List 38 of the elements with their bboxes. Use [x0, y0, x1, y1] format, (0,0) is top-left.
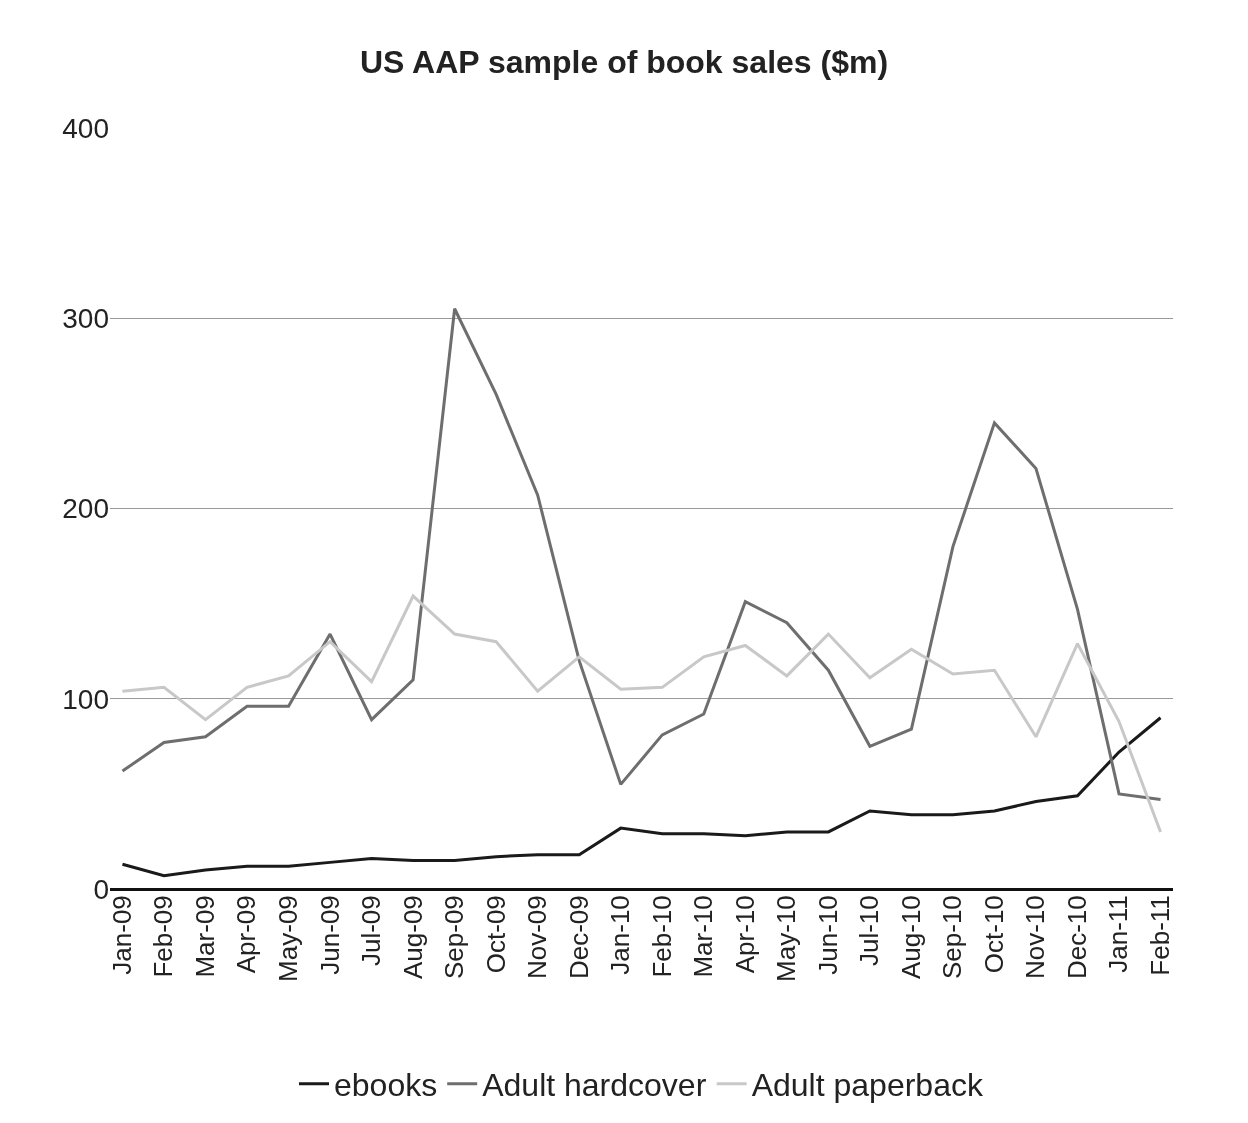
y-tick-label: 0 [93, 873, 109, 905]
x-tick-label: Dec-09 [563, 895, 594, 980]
x-tick-label: May-09 [273, 895, 303, 982]
y-tick-label: 200 [62, 493, 109, 525]
legend-label: Adult paperback [751, 1067, 984, 1104]
x-tick-label: Oct-09 [480, 895, 511, 974]
x-tick-label: Apr-09 [231, 895, 262, 974]
chart-title: US AAP sample of book sales ($m) [359, 43, 889, 80]
x-tick-label: Dec-10 [1061, 895, 1092, 980]
x-tick-label: Nov-09 [522, 895, 553, 980]
x-tick-label: Sep-10 [937, 895, 968, 980]
x-tick-label: Jan-10 [605, 895, 636, 975]
x-tick-label: Jul-09 [356, 895, 387, 967]
x-tick-label: Feb-09 [148, 895, 179, 978]
x-tick-label: Aug-10 [895, 895, 926, 980]
x-tick-label: Mar-10 [688, 895, 719, 978]
x-tick-label: Mar-09 [189, 895, 220, 978]
x-tick-label: May-10 [771, 895, 802, 982]
x-tick-label: Feb-11 [1144, 895, 1175, 976]
x-tick-label: Jul-10 [854, 895, 885, 967]
line-series [120, 594, 1163, 834]
legend-label: ebooks [334, 1067, 438, 1104]
line-series [120, 307, 1163, 802]
line-series [120, 716, 1163, 878]
x-tick-label: Aug-09 [397, 895, 428, 980]
x-tick-label: Jun-10 [812, 895, 843, 975]
y-tick-label: 300 [62, 303, 109, 335]
x-tick-label: Sep-09 [439, 895, 470, 980]
y-tick-label: 400 [62, 112, 109, 144]
x-tick-label: Oct-10 [978, 895, 1009, 974]
legend-label: Adult hardcover [482, 1067, 707, 1104]
y-tick-label: 100 [62, 683, 109, 715]
x-tick-label: Jun-09 [314, 895, 345, 975]
x-tick-label: Nov-10 [1020, 895, 1051, 980]
x-tick-label: Jan-09 [106, 895, 137, 975]
x-tick-label: Apr-10 [729, 895, 760, 974]
x-tick-label: Feb-10 [646, 895, 677, 978]
x-tick-label: Jan-11 [1103, 895, 1134, 973]
